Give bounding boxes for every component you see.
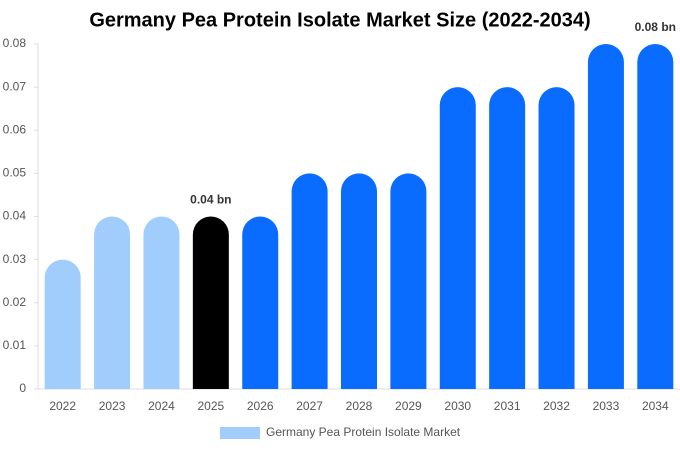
legend-label: Germany Pea Protein Isolate Market	[266, 425, 461, 439]
bar	[143, 216, 180, 389]
bar	[44, 259, 81, 389]
data-label: 0.08 bn	[635, 20, 676, 34]
bar	[291, 173, 328, 389]
x-tick-label: 2030	[444, 399, 471, 413]
x-tick-label: 2028	[346, 399, 373, 413]
x-tick-label: 2027	[296, 399, 323, 413]
bar	[439, 87, 476, 389]
bar	[538, 87, 575, 389]
y-tick-label: 0	[19, 381, 26, 395]
x-tick-label: 2031	[494, 399, 521, 413]
x-tick-label: 2025	[197, 399, 224, 413]
y-tick-label: 0.02	[3, 295, 27, 309]
x-tick-label: 2024	[148, 399, 175, 413]
legend-swatch	[220, 427, 260, 439]
bar	[242, 216, 279, 389]
bar	[94, 216, 131, 389]
x-tick-label: 2034	[642, 399, 669, 413]
data-label: 0.04 bn	[190, 193, 231, 207]
x-tick-label: 2022	[49, 399, 76, 413]
x-tick-label: 2026	[247, 399, 274, 413]
y-tick-label: 0.01	[3, 338, 27, 352]
bar	[390, 173, 427, 389]
y-tick-label: 0.04	[3, 209, 27, 223]
bar	[341, 173, 377, 389]
bar	[587, 44, 624, 389]
x-tick-label: 2023	[99, 399, 126, 413]
y-tick-label: 0.08	[3, 36, 27, 50]
x-tick-label: 2033	[593, 399, 620, 413]
y-tick-label: 0.07	[3, 79, 27, 93]
y-tick-label: 0.03	[3, 252, 27, 266]
y-tick-label: 0.05	[3, 166, 27, 180]
bar	[489, 87, 526, 389]
chart-title: Germany Pea Protein Isolate Market Size …	[89, 9, 590, 31]
bar	[192, 216, 229, 389]
x-tick-label: 2032	[543, 399, 570, 413]
y-tick-label: 0.06	[3, 122, 27, 136]
bar	[637, 44, 674, 389]
x-tick-label: 2029	[395, 399, 422, 413]
